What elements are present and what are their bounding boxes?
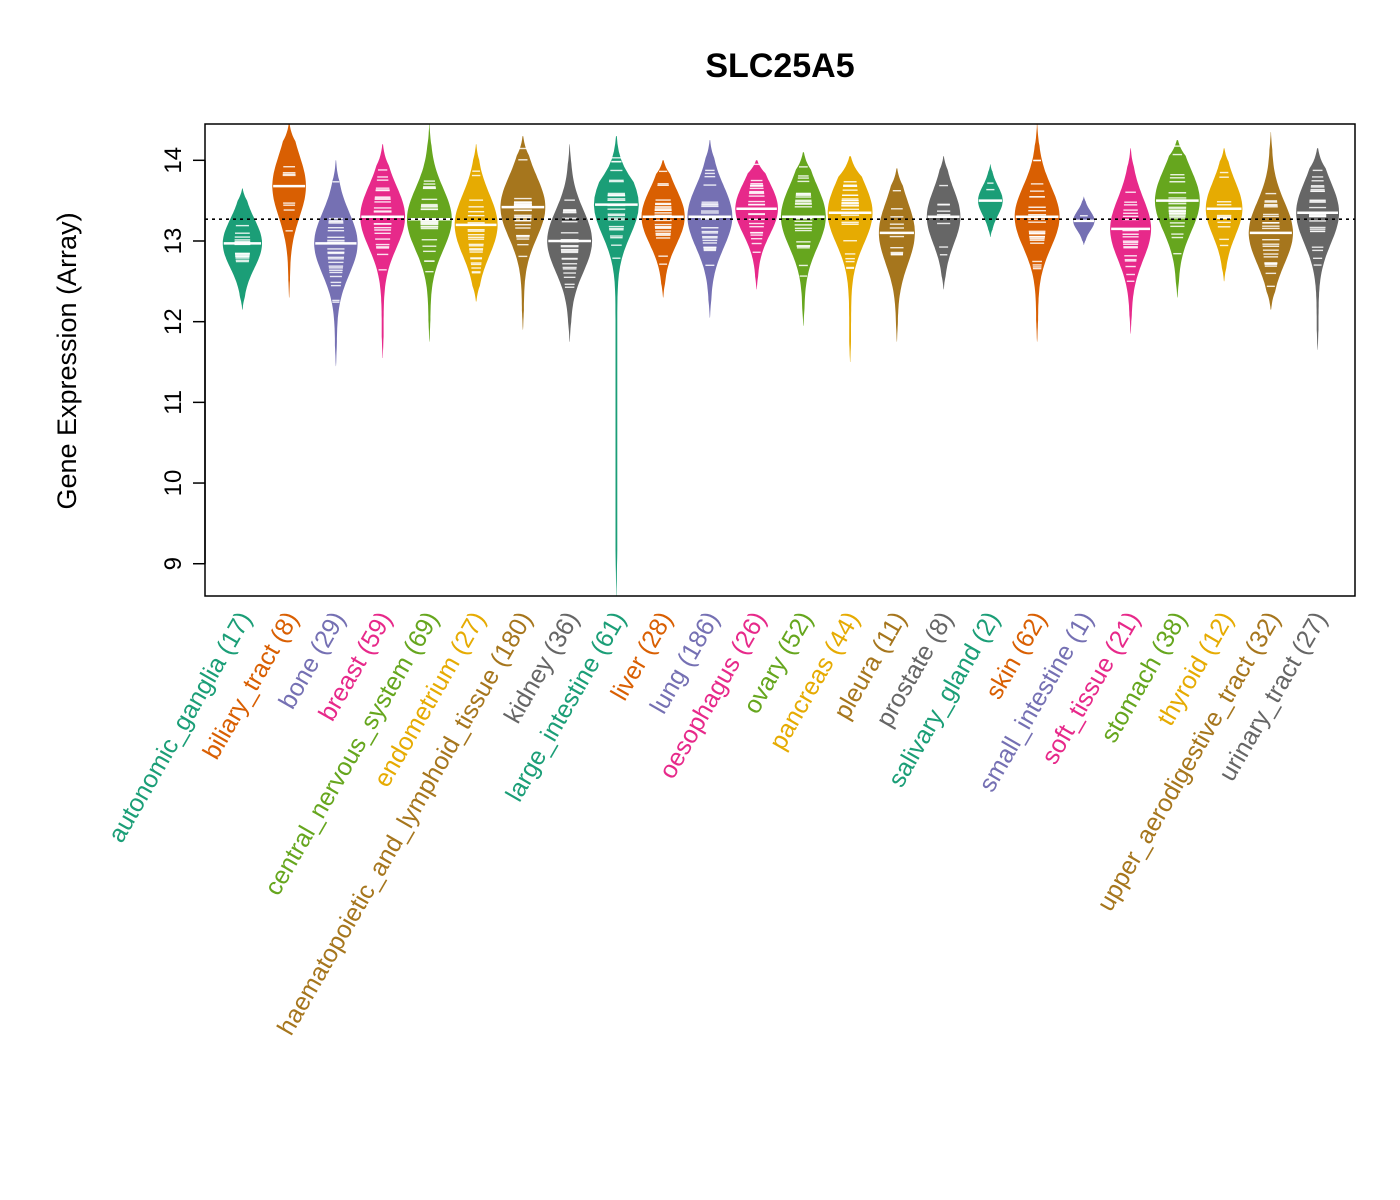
y-tick-label: 12 — [160, 308, 187, 335]
bean-density — [314, 160, 358, 367]
bean-oesophagus — [735, 160, 778, 290]
bean-pleura — [878, 168, 915, 342]
bean-thyroid — [1205, 148, 1243, 282]
bean-ovary — [780, 152, 826, 326]
chart-title: SLC25A5 — [705, 47, 854, 85]
bean-density — [272, 124, 306, 298]
bean-density — [360, 144, 406, 358]
bean-endometrium — [454, 144, 498, 302]
bean-density — [1248, 132, 1293, 310]
y-tick-label: 9 — [160, 557, 187, 570]
y-axis: 9 10 11 12 13 14 — [160, 147, 206, 570]
bean-density — [593, 136, 639, 596]
bean-density — [547, 144, 593, 342]
bean-prostate — [926, 156, 961, 290]
bean-density — [687, 140, 733, 318]
bean-stomach — [1154, 140, 1200, 298]
bean-group — [222, 124, 1339, 596]
bean-density — [780, 152, 826, 326]
y-tick-label: 10 — [160, 470, 187, 497]
y-tick-label: 13 — [160, 228, 187, 255]
bean-central-nervous-system — [407, 124, 452, 342]
bean-liver — [641, 160, 685, 298]
bean-soft-tissue — [1110, 148, 1152, 334]
x-axis-category-labels: autonomic_ganglia (17)biliary_tract (8)b… — [103, 607, 1333, 1040]
y-axis-label: Gene Expression (Array) — [52, 212, 82, 509]
bean-bone — [314, 160, 358, 367]
y-tick-label: 14 — [160, 147, 187, 174]
bean-breast — [360, 144, 406, 358]
bean-density — [222, 188, 262, 310]
bean-kidney — [547, 144, 593, 342]
bean-lung — [687, 140, 733, 318]
bean-upper-aerodigestive-tract — [1248, 132, 1293, 310]
bean-autonomic-ganglia — [222, 188, 262, 310]
bean-density — [1296, 148, 1339, 350]
bean-small-intestine — [1073, 196, 1095, 245]
bean-urinary-tract — [1296, 148, 1339, 350]
bean-density — [735, 160, 778, 290]
bean-density — [407, 124, 452, 342]
bean-density — [1205, 148, 1243, 282]
bean-haematopoietic-and-lymphoid-tissue — [500, 136, 546, 330]
bean-pancreas — [827, 156, 873, 362]
bean-density — [500, 136, 546, 330]
bean-biliary-tract — [272, 124, 306, 298]
bean-density — [1154, 140, 1200, 298]
y-tick-label: 11 — [160, 390, 187, 415]
bean-salivary-gland — [978, 164, 1003, 237]
bean-skin — [1014, 124, 1060, 342]
bean-large-intestine — [593, 136, 639, 596]
